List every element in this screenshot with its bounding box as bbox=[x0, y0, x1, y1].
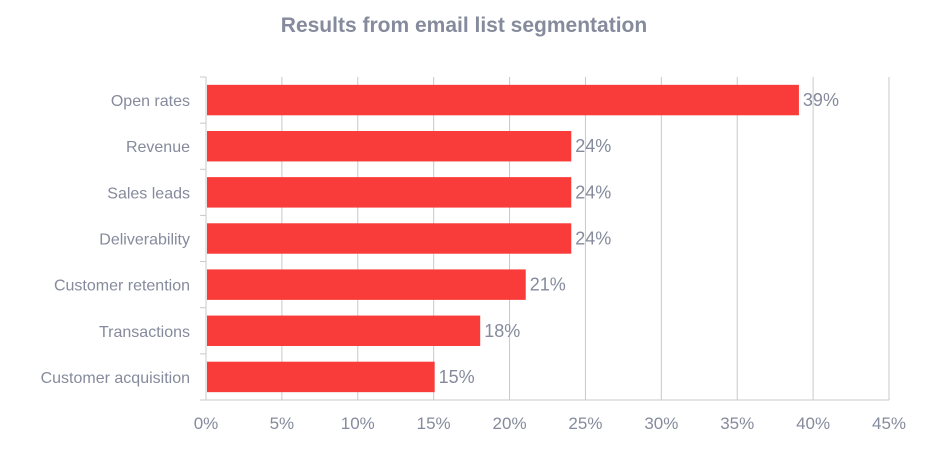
category-label: Deliverability bbox=[99, 232, 190, 249]
x-tick-label: 5% bbox=[270, 414, 295, 433]
x-tick-label: 25% bbox=[568, 414, 602, 433]
data-label: 21% bbox=[530, 275, 566, 295]
bar bbox=[207, 361, 435, 393]
x-tick-label: 15% bbox=[417, 414, 451, 433]
category-label: Transactions bbox=[99, 324, 190, 341]
data-label: 24% bbox=[575, 182, 611, 202]
bar bbox=[207, 315, 481, 347]
chart-title: Results from email list segmentation bbox=[280, 14, 648, 37]
data-label: 24% bbox=[575, 229, 611, 249]
bar bbox=[207, 84, 799, 116]
x-tick-label: 45% bbox=[872, 414, 906, 433]
x-tick-label: 10% bbox=[341, 414, 375, 433]
data-label: 15% bbox=[439, 367, 475, 387]
bar bbox=[207, 130, 572, 162]
bar bbox=[207, 177, 572, 208]
bar bbox=[207, 269, 526, 300]
category-label: Revenue bbox=[126, 139, 190, 156]
x-tick-label: 0% bbox=[194, 414, 219, 433]
x-tick-label: 30% bbox=[644, 414, 678, 433]
category-label: Open rates bbox=[111, 93, 190, 110]
x-tick-label: 35% bbox=[720, 414, 754, 433]
x-tick-label: 40% bbox=[796, 414, 830, 433]
category-label: Sales leads bbox=[107, 185, 190, 202]
category-label: Customer retention bbox=[54, 278, 190, 295]
data-label: 24% bbox=[575, 136, 611, 156]
category-label: Customer acquisition bbox=[41, 370, 190, 387]
x-tick-label: 20% bbox=[493, 414, 527, 433]
data-label: 39% bbox=[803, 90, 839, 110]
bar bbox=[207, 223, 572, 254]
data-label: 18% bbox=[484, 321, 520, 341]
